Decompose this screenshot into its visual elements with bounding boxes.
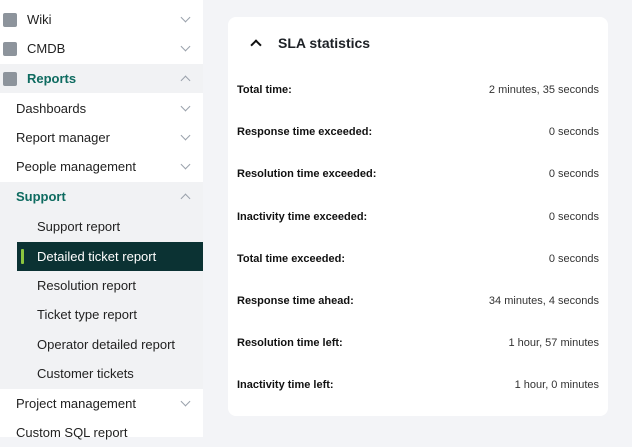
sla-row: Total time exceeded: 0 seconds <box>237 253 599 265</box>
sidebar-item-cmdb[interactable]: CMDB <box>0 34 203 63</box>
chevron-up-icon[interactable] <box>250 39 262 51</box>
sidebar-item-support[interactable]: Support <box>0 182 203 211</box>
sidebar-item-operator-detailed-report[interactable]: Operator detailed report <box>37 337 176 352</box>
sla-value: 2 minutes, 35 seconds <box>488 84 599 96</box>
sla-value: 34 minutes, 4 seconds <box>488 295 599 307</box>
sla-row: Inactivity time left: 1 hour, 0 minutes <box>237 379 599 391</box>
sla-label: Total time: <box>237 84 292 96</box>
sla-row: Total time: 2 minutes, 35 seconds <box>237 84 599 96</box>
sidebar-item-dashboards[interactable]: Dashboards <box>0 94 203 123</box>
sla-value: 0 seconds <box>548 210 599 223</box>
sidebar-item-support-report[interactable]: Support report <box>37 219 121 234</box>
sidebar-item-ticket-type-report[interactable]: Ticket type report <box>37 307 137 322</box>
sla-value: 0 seconds <box>548 252 599 265</box>
sla-label: Resolution time exceeded: <box>237 168 377 181</box>
sidebar-item-resolution-report[interactable]: Resolution report <box>37 278 136 293</box>
sla-row: Response time exceeded: 0 seconds <box>237 126 599 138</box>
sidebar-item-people-management[interactable]: People management <box>0 152 203 181</box>
sla-value: 0 seconds <box>548 126 599 139</box>
sla-label: Inactivity time left: <box>237 379 334 392</box>
sla-label: Response time exceeded: <box>237 126 373 139</box>
cmdb-icon <box>3 41 17 56</box>
sla-value: 1 hour, 57 minutes <box>508 337 599 350</box>
support-group <box>0 182 203 389</box>
sla-label: Resolution time left: <box>237 337 343 350</box>
sla-value: 1 hour, 0 minutes <box>514 379 599 392</box>
sla-row: Resolution time exceeded: 0 seconds <box>237 168 599 180</box>
presentation-chart-icon <box>3 71 17 86</box>
sla-label: Total time exceeded: <box>237 252 345 265</box>
active-indicator <box>21 249 24 264</box>
sla-statistics-card: SLA statistics Total time: 2 minutes, 35 … <box>228 17 608 416</box>
sla-label: Inactivity time exceeded: <box>237 210 368 223</box>
sidebar-item-reports[interactable]: Reports <box>0 64 203 93</box>
sla-value: 0 seconds <box>548 168 599 181</box>
sla-title: SLA statistics <box>278 35 371 51</box>
book-icon <box>3 12 17 27</box>
sidebar-item-custom-sql-report[interactable]: Custom SQL report <box>16 425 128 440</box>
sla-row: Response time ahead: 34 minutes, 4 second… <box>237 295 599 307</box>
sidebar-item-detailed-ticket-report[interactable]: Detailed ticket report <box>17 242 203 271</box>
sidebar-item-project-management[interactable]: Project management <box>0 389 203 418</box>
sidebar: Wiki CMDB Reports Dashboards Report mana… <box>0 0 203 440</box>
sidebar-item-wiki[interactable]: Wiki <box>0 5 203 34</box>
sla-header-toggle[interactable]: SLA statistics <box>248 35 370 51</box>
sidebar-item-report-manager[interactable]: Report manager <box>0 123 203 152</box>
sla-label: Response time ahead: <box>237 295 354 307</box>
sidebar-item-customer-tickets[interactable]: Customer tickets <box>37 366 134 381</box>
sla-row: Inactivity time exceeded: 0 seconds <box>237 211 599 223</box>
sla-row: Resolution time left: 1 hour, 57 minutes <box>237 337 599 349</box>
